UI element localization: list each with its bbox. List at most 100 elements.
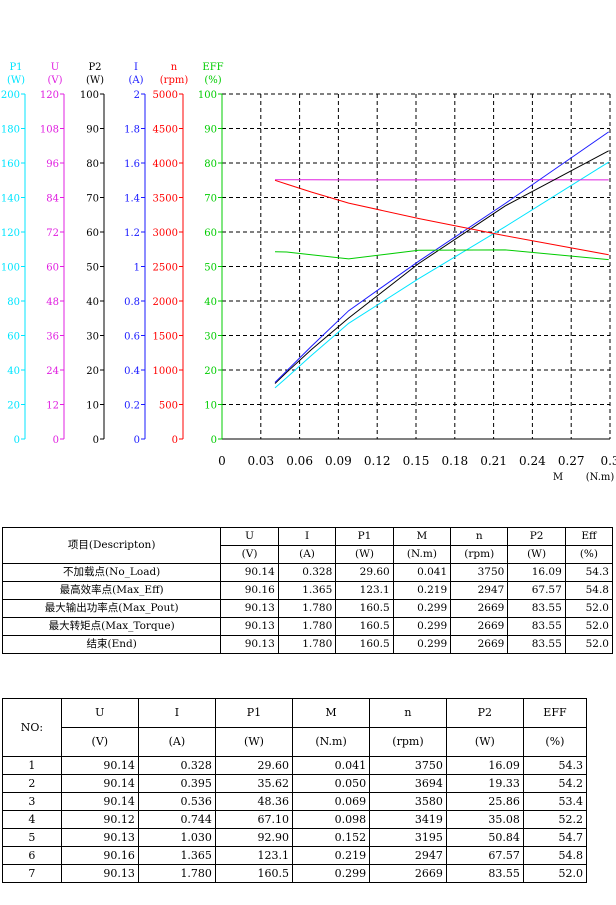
- column-unit: (%): [564, 545, 614, 564]
- y-tick-label: 50: [86, 263, 99, 274]
- x-tick-label: 0.12: [364, 454, 391, 468]
- column-unit: (N.m): [392, 545, 452, 564]
- x-tick-label: 0.21: [480, 454, 507, 468]
- y-tick-label: 120: [1, 228, 20, 239]
- y-axis-title-i: I: [134, 62, 138, 73]
- column-unit: (V): [60, 727, 139, 757]
- column-header: P1: [335, 527, 394, 546]
- table-cell: 2669: [450, 599, 509, 618]
- column-header: P2: [445, 698, 524, 728]
- table-cell: 0.299: [392, 617, 452, 636]
- y-tick-label: 70: [204, 194, 217, 205]
- row-number: 3: [2, 792, 62, 811]
- y-tick-label: 5000: [153, 90, 178, 101]
- table-cell: 0.328: [277, 563, 337, 582]
- y-tick-label: 2000: [153, 297, 178, 308]
- y-tick-label: 20: [204, 366, 217, 377]
- table-cell: 54.7: [522, 828, 588, 847]
- table-cell: 160.5: [335, 599, 394, 618]
- table-cell: 53.4: [522, 792, 588, 811]
- table-cell: 19.33: [445, 774, 524, 793]
- table-cell: 54.3: [522, 756, 588, 775]
- table-cell: 1.365: [137, 846, 216, 865]
- y-tick-label: 100: [198, 90, 217, 101]
- table-cell: 0.299: [392, 635, 452, 654]
- table-cell: 52.2: [522, 810, 588, 829]
- series-line-p1: [274, 161, 609, 389]
- y-tick-label: 2: [134, 90, 140, 101]
- table-cell: 2669: [369, 864, 447, 883]
- y-tick-label: 108: [40, 125, 59, 136]
- table-cell: 35.62: [214, 774, 294, 793]
- table-cell: 160.5: [214, 864, 294, 883]
- table-cell: 54.8: [564, 581, 614, 600]
- y-tick-label: 0.4: [124, 366, 140, 377]
- column-header: M: [392, 527, 452, 546]
- y-tick-label: 0.2: [124, 401, 140, 412]
- column-header: n: [450, 527, 509, 546]
- y-tick-label: 90: [204, 125, 217, 136]
- y-tick-label: 0: [14, 435, 20, 446]
- table-cell: 52.0: [522, 864, 588, 883]
- column-header: P1: [214, 698, 294, 728]
- column-unit: (W): [335, 545, 394, 564]
- y-tick-label: 1.4: [124, 194, 140, 205]
- no-header: NO:: [2, 698, 62, 757]
- table-cell: 0.299: [292, 864, 371, 883]
- column-unit: (rpm): [369, 727, 447, 757]
- x-tick-label: 0: [218, 454, 226, 468]
- table-cell: 90.14: [60, 774, 139, 793]
- x-axis-title: M: [553, 472, 563, 483]
- table-cell: 90.12: [60, 810, 139, 829]
- y-tick-label: 1500: [153, 332, 178, 343]
- series-line-eff: [274, 249, 609, 261]
- y-axis-unit-u: (V): [47, 75, 62, 86]
- column-header: U: [60, 698, 139, 728]
- y-tick-label: 1000: [153, 366, 178, 377]
- table-row: 不加载点(No_Load) 90.14 0.328 29.60 0.041 3750 16.…: [1, 563, 614, 582]
- table-cell: 35.08: [445, 810, 524, 829]
- column-unit: (A): [137, 727, 216, 757]
- y-axis-unit-n: (rpm): [160, 75, 189, 86]
- table-cell: 3419: [369, 810, 447, 829]
- y-tick-label: 160: [1, 159, 20, 170]
- y-tick-label: 80: [86, 159, 99, 170]
- row-label: 最大转矩点(Max_Torque): [1, 617, 222, 636]
- table-cell: 90.14: [60, 792, 139, 811]
- y-tick-label: 4000: [153, 159, 178, 170]
- table-row: 5 90.13 1.030 92.90 0.152 3195 50.84 54.7: [2, 828, 588, 847]
- column-unit: (W): [507, 545, 566, 564]
- table-cell: 54.8: [522, 846, 588, 865]
- table-row: 2 90.14 0.395 35.62 0.050 3694 19.33 54.2: [2, 774, 588, 793]
- table-cell: 54.3: [564, 563, 614, 582]
- column-unit: (rpm): [450, 545, 509, 564]
- table-cell: 90.16: [220, 581, 279, 600]
- x-tick-label: 0.09: [325, 454, 352, 468]
- column-unit: (W): [445, 727, 524, 757]
- y-tick-label: 90: [86, 125, 99, 136]
- x-tick-label: 0.06: [286, 454, 313, 468]
- table-row: 最高效率点(Max_Eff) 90.16 1.365 123.1 0.219 2947 67…: [1, 581, 614, 600]
- y-tick-label: 100: [1, 263, 20, 274]
- table-cell: 90.13: [220, 635, 279, 654]
- table-cell: 25.86: [445, 792, 524, 811]
- row-label: 最高效率点(Max_Eff): [1, 581, 222, 600]
- y-tick-label: 200: [1, 90, 20, 101]
- row-number: 1: [2, 756, 62, 775]
- y-axis-title-p1: P1: [9, 62, 22, 73]
- table-cell: 0.069: [292, 792, 371, 811]
- table-cell: 52.0: [564, 599, 614, 618]
- table-cell: 16.09: [507, 563, 566, 582]
- table-cell: 90.16: [60, 846, 139, 865]
- table-cell: 0.050: [292, 774, 371, 793]
- series-line-i: [274, 131, 609, 383]
- table-row: 6 90.16 1.365 123.1 0.219 2947 67.57 54.8: [2, 846, 588, 865]
- column-header: P2: [507, 527, 566, 546]
- y-tick-label: 4500: [153, 125, 178, 136]
- table-cell: 54.2: [522, 774, 588, 793]
- table-cell: 90.13: [60, 864, 139, 883]
- row-number: 2: [2, 774, 62, 793]
- table-cell: 0.041: [392, 563, 452, 582]
- y-tick-label: 1: [134, 263, 140, 274]
